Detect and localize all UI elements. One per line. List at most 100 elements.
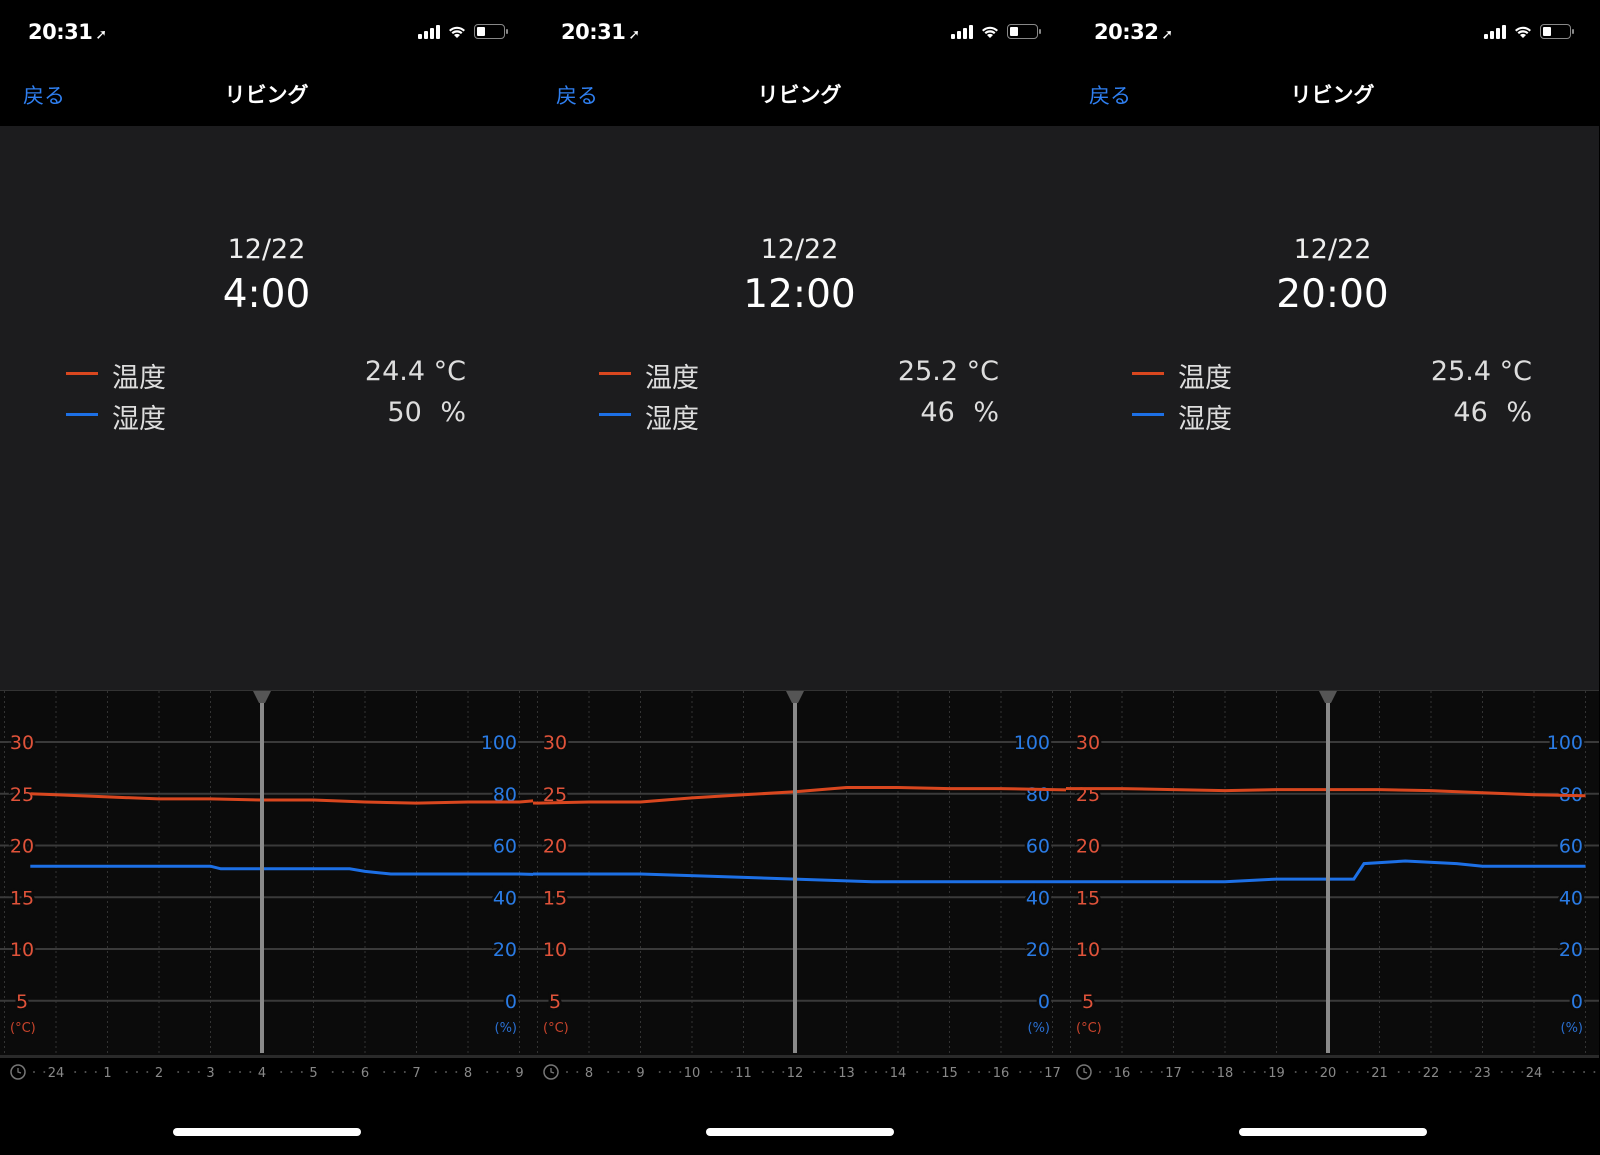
hour-tick-label: 21 <box>1371 1066 1388 1081</box>
legend-row-humidity: 湿度 46 % <box>599 397 999 435</box>
hour-tick-label: 10 <box>684 1066 701 1081</box>
back-button[interactable]: 戻る <box>556 84 598 108</box>
temp-unit: °C <box>966 356 999 387</box>
wifi-icon <box>982 26 998 38</box>
battery-icon <box>1007 24 1041 39</box>
temperature-line <box>30 792 533 805</box>
temp-axis-tick: 5 <box>1082 991 1094 1013</box>
humidity-value: 46 % <box>1453 397 1532 428</box>
cursor-marker-icon[interactable] <box>253 691 271 703</box>
humidity-value: 46 % <box>920 397 999 428</box>
hour-tick-label: 17 <box>1165 1066 1182 1081</box>
phone-screen-2: 20:31 ➚ 戻る リビング 12/22 12:00 温度 25.2 °C 湿度 46 % 30 1… <box>533 0 1066 1155</box>
history-chart[interactable]: 30 100 25 80 20 60 15 40 10 20 5 0 (°C) (%) <box>1066 690 1599 1055</box>
legend-label-temp: 温度 <box>1178 363 1232 394</box>
temp-axis-tick: 20 <box>1076 836 1100 858</box>
legend-swatch-temp <box>66 372 98 375</box>
humidity-axis-tick: 40 <box>1026 887 1050 909</box>
status-bar-time: 20:32 ➚ <box>1094 20 1173 44</box>
temp-unit: °C <box>433 356 466 387</box>
history-chart[interactable]: 30 100 25 80 20 60 15 40 10 20 5 0 (°C) (%) <box>0 690 533 1055</box>
humidity-axis-tick: 80 <box>1026 784 1050 806</box>
history-chart[interactable]: 30 100 25 80 20 60 15 40 10 20 5 0 (°C) (%) <box>533 690 1066 1055</box>
nav-title: リビング <box>757 83 842 107</box>
hour-tick-label: 9 <box>636 1066 644 1081</box>
signal-icon <box>951 25 973 39</box>
temp-axis-tick: 10 <box>10 939 34 961</box>
temp-axis-tick: 15 <box>10 887 34 909</box>
humidity-axis-tick: 100 <box>1014 732 1050 754</box>
temp-unit-label: (°C) <box>10 1021 36 1036</box>
signal-icon <box>1484 25 1506 39</box>
hour-tick-label: 13 <box>838 1066 855 1081</box>
legend-row-temp: 温度 25.4 °C <box>1132 356 1532 394</box>
humidity-unit-label: (%) <box>1028 1021 1051 1036</box>
legend-row-humidity: 湿度 46 % <box>1132 397 1532 435</box>
humidity-axis-tick: 40 <box>1559 887 1583 909</box>
cursor-marker-icon[interactable] <box>1319 691 1337 703</box>
time-axis[interactable]: 8 9 10 11 12 13 14 15 16 17 <box>533 1055 1066 1085</box>
clock-icon <box>1076 1064 1092 1080</box>
status-icons <box>951 24 1041 39</box>
battery-icon <box>474 24 508 39</box>
hour-tick-label: 18 <box>1217 1066 1234 1081</box>
home-indicator[interactable] <box>173 1128 361 1136</box>
hour-tick-label: 5 <box>309 1066 317 1081</box>
humidity-number: 50 <box>387 397 422 428</box>
hour-tick-label: 9 <box>515 1066 523 1081</box>
nav-title: リビング <box>1290 83 1375 107</box>
home-indicator[interactable] <box>706 1128 894 1136</box>
hour-tick-label: 11 <box>735 1066 752 1081</box>
signal-icon <box>418 25 440 39</box>
hour-tick-label: 3 <box>206 1066 214 1081</box>
back-button[interactable]: 戻る <box>23 84 65 108</box>
home-indicator[interactable] <box>1239 1128 1427 1136</box>
selected-date: 12/22 <box>227 234 306 265</box>
temperature-line <box>533 786 1066 805</box>
temp-axis-tick: 30 <box>543 732 567 754</box>
humidity-axis-tick: 0 <box>1038 991 1050 1013</box>
time-axis[interactable]: 16 17 18 19 20 21 22 23 24 <box>1066 1055 1599 1085</box>
selected-date: 12/22 <box>760 234 839 265</box>
humidity-value: 50 % <box>387 397 466 428</box>
humidity-axis-tick: 40 <box>493 887 517 909</box>
hour-tick-label: 1 <box>103 1066 111 1081</box>
time-axis[interactable]: 24 1 2 3 4 5 6 7 8 9 <box>0 1055 533 1085</box>
temp-axis-tick: 30 <box>10 732 34 754</box>
hour-tick-label: 8 <box>464 1066 472 1081</box>
humidity-axis-tick: 100 <box>481 732 517 754</box>
temp-axis-tick: 5 <box>16 991 28 1013</box>
hour-tick-label: 14 <box>890 1066 907 1081</box>
hour-tick-label: 16 <box>1114 1066 1131 1081</box>
humidity-axis-tick: 0 <box>505 991 517 1013</box>
hour-tick-label: 19 <box>1268 1066 1285 1081</box>
temp-unit-label: (°C) <box>1076 1021 1102 1036</box>
humidity-unit: % <box>440 397 466 428</box>
cursor-marker-icon[interactable] <box>786 691 804 703</box>
temp-axis-tick: 20 <box>543 836 567 858</box>
wifi-icon <box>449 26 465 38</box>
legend-row-temp: 温度 25.2 °C <box>599 356 999 394</box>
legend-label-humidity: 湿度 <box>645 404 699 435</box>
hour-tick-label: 6 <box>361 1066 369 1081</box>
clock-icon <box>543 1064 559 1080</box>
legend-label-temp: 温度 <box>112 363 166 394</box>
selected-time: 12:00 <box>743 272 856 317</box>
status-icons <box>1484 24 1574 39</box>
phone-screen-1: 20:31 ➚ 戻る リビング 12/22 4:00 温度 24.4 °C 湿度 50 % 30 10… <box>0 0 533 1155</box>
back-button[interactable]: 戻る <box>1089 84 1131 108</box>
selected-date: 12/22 <box>1293 234 1372 265</box>
reading-summary: 12/22 4:00 温度 24.4 °C 湿度 50 % <box>0 126 533 690</box>
hour-tick-label: 7 <box>412 1066 420 1081</box>
humidity-line <box>30 864 533 876</box>
hour-tick-label: 17 <box>1044 1066 1061 1081</box>
temp-value: 25.2 °C <box>898 356 999 387</box>
hour-tick-label: 24 <box>48 1066 65 1081</box>
legend-swatch-humidity <box>599 413 631 416</box>
clock-icon <box>10 1064 26 1080</box>
temp-axis-tick: 20 <box>10 836 34 858</box>
status-bar-time: 20:31 ➚ <box>28 20 107 44</box>
